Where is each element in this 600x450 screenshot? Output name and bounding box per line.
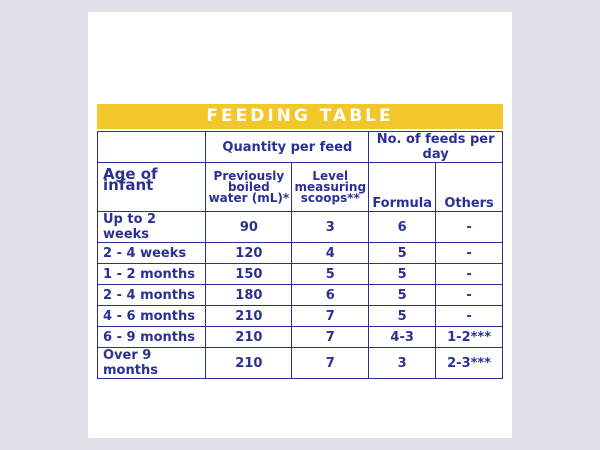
header-age: Age of infant bbox=[96, 162, 207, 212]
header-formula: Formula bbox=[368, 162, 437, 212]
cell-others: - bbox=[435, 263, 503, 285]
cell-others: - bbox=[435, 284, 503, 306]
cell-others: - bbox=[435, 211, 503, 243]
cell-formula: 4-3 bbox=[368, 326, 437, 348]
cell-others: 2-3*** bbox=[435, 347, 503, 379]
cell-age: 6 - 9 months bbox=[96, 326, 207, 348]
cell-water: 150 bbox=[205, 263, 293, 285]
table-row: 1 - 2 months 150 5 5- bbox=[96, 263, 503, 285]
cell-scoops: 4 bbox=[291, 242, 370, 264]
empty-header-cell bbox=[96, 131, 207, 163]
header-row-group: Quantity per feed No. of feeds per day bbox=[96, 131, 503, 163]
table-title-banner: FEEDING TABLE bbox=[97, 104, 503, 129]
cell-scoops: 6 bbox=[291, 284, 370, 306]
cell-water: 210 bbox=[205, 305, 293, 327]
cell-age: Over 9 months bbox=[96, 347, 207, 379]
cell-age: 2 - 4 months bbox=[96, 284, 207, 306]
cell-others: - bbox=[435, 305, 503, 327]
cell-formula: 3 bbox=[368, 347, 437, 379]
feeding-table: Quantity per feed No. of feeds per day A… bbox=[96, 131, 503, 379]
cell-formula: 5 bbox=[368, 263, 437, 285]
header-scoops: Level measuring scoops** bbox=[291, 162, 370, 212]
table-row: Up to 2 weeks 90 3 6- bbox=[96, 211, 503, 243]
cell-age: 2 - 4 weeks bbox=[96, 242, 207, 264]
header-others: Others bbox=[435, 162, 503, 212]
table-row: 2 - 4 months 180 6 5- bbox=[96, 284, 503, 306]
table-row: Over 9 months 210 7 3 2-3*** bbox=[96, 347, 503, 379]
cell-water: 120 bbox=[205, 242, 293, 264]
cell-water: 210 bbox=[205, 326, 293, 348]
cell-formula: 6 bbox=[368, 211, 437, 243]
cell-age: 1 - 2 months bbox=[96, 263, 207, 285]
header-row-columns: Age of infant Previously boiled water (m… bbox=[96, 162, 503, 212]
cell-scoops: 3 bbox=[291, 211, 370, 243]
header-water: Previously boiled water (mL)* bbox=[205, 162, 293, 212]
cell-scoops: 7 bbox=[291, 326, 370, 348]
cell-scoops: 7 bbox=[291, 305, 370, 327]
cell-formula: 5 bbox=[368, 305, 437, 327]
table-row: 2 - 4 weeks 120 4 5- bbox=[96, 242, 503, 264]
cell-others: 1-2*** bbox=[435, 326, 503, 348]
table-row: 4 - 6 months 210 7 5- bbox=[96, 305, 503, 327]
table-row: 6 - 9 months 210 7 4-3 1-2*** bbox=[96, 326, 503, 348]
cell-water: 210 bbox=[205, 347, 293, 379]
cell-age: 4 - 6 months bbox=[96, 305, 207, 327]
cell-water: 180 bbox=[205, 284, 293, 306]
cell-formula: 5 bbox=[368, 242, 437, 264]
cell-others: - bbox=[435, 242, 503, 264]
cell-water: 90 bbox=[205, 211, 293, 243]
cell-age: Up to 2 weeks bbox=[96, 211, 207, 243]
cell-scoops: 7 bbox=[291, 347, 370, 379]
cell-scoops: 5 bbox=[291, 263, 370, 285]
header-quantity-per-feed: Quantity per feed bbox=[205, 131, 370, 163]
header-feeds-per-day: No. of feeds per day bbox=[368, 131, 503, 163]
cell-formula: 5 bbox=[368, 284, 437, 306]
